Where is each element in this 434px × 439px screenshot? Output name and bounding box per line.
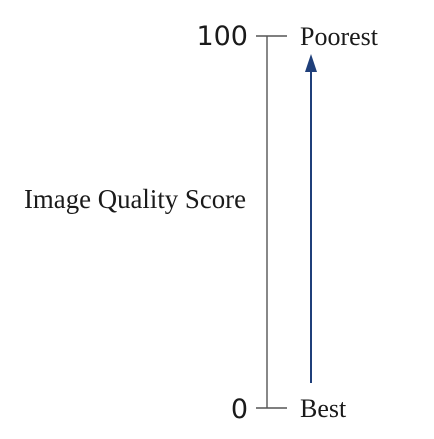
max-value-label: 100 [196, 21, 248, 52]
arrow-up-icon [305, 54, 317, 383]
min-value-label: 0 [231, 394, 248, 425]
poorest-label: Poorest [300, 22, 379, 51]
best-label: Best [300, 394, 347, 423]
axis-title: Image Quality Score [24, 184, 246, 214]
arrow-head [305, 54, 317, 72]
